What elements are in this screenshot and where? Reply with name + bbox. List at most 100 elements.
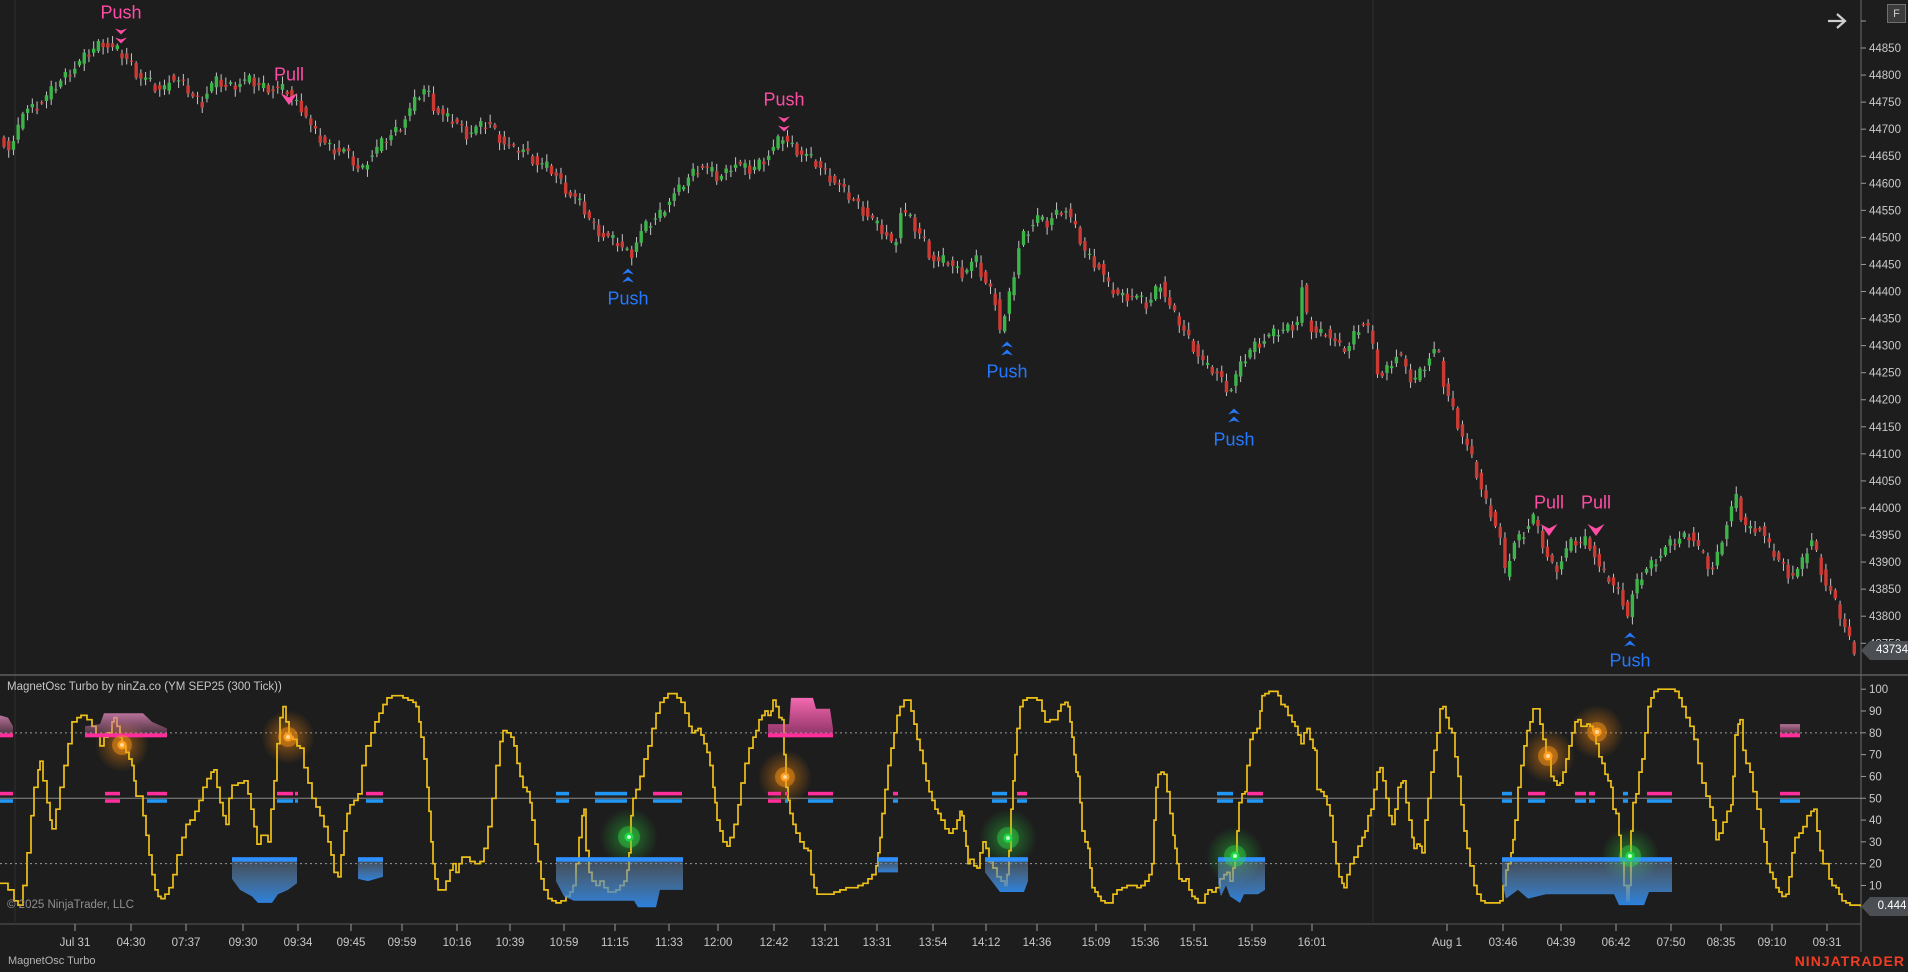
- svg-text:Jul 31: Jul 31: [60, 937, 91, 949]
- svg-text:07:50: 07:50: [1657, 937, 1686, 949]
- svg-text:60: 60: [1869, 771, 1882, 783]
- svg-text:15:36: 15:36: [1131, 937, 1160, 949]
- pull-arrow-icon: [280, 92, 299, 106]
- push-arrow-icon: [1623, 632, 1637, 649]
- price-axis[interactable]: [1861, 0, 1908, 922]
- push-arrow-icon: [621, 268, 635, 285]
- magnetosc-line: [0, 688, 1861, 907]
- pull-arrow-icon: [1587, 523, 1606, 537]
- svg-text:06:42: 06:42: [1602, 937, 1631, 949]
- svg-text:44250: 44250: [1869, 368, 1901, 380]
- svg-text:44750: 44750: [1869, 97, 1901, 109]
- svg-text:04:30: 04:30: [117, 937, 146, 949]
- svg-text:12:00: 12:00: [704, 937, 733, 949]
- copyright-text: © 2025 NinjaTrader, LLC: [7, 899, 134, 911]
- svg-text:70: 70: [1869, 750, 1882, 762]
- time-axis-labels: Jul 31 04:30 07:37 09:30 09:34 09:45 09:59 10:1…: [60, 924, 1841, 949]
- svg-text:04:39: 04:39: [1547, 937, 1576, 949]
- svg-text:44800: 44800: [1869, 70, 1901, 82]
- svg-text:44550: 44550: [1869, 205, 1901, 217]
- svg-text:43800: 43800: [1869, 611, 1901, 623]
- scroll-to-latest-arrow-icon[interactable]: [1827, 12, 1849, 35]
- svg-text:16:01: 16:01: [1298, 937, 1327, 949]
- push-arrow-icon: [1000, 341, 1014, 358]
- push-annotation-label: Push: [763, 89, 805, 110]
- time-axis[interactable]: [0, 922, 1861, 952]
- push-arrow-icon: [1227, 408, 1241, 425]
- svg-text:10:16: 10:16: [443, 937, 472, 949]
- session-break-lines: [14, 0, 1374, 922]
- svg-text:20: 20: [1869, 859, 1882, 871]
- svg-text:100: 100: [1869, 684, 1888, 696]
- svg-text:14:12: 14:12: [972, 937, 1001, 949]
- svg-text:44150: 44150: [1869, 422, 1901, 434]
- svg-text:44600: 44600: [1869, 178, 1901, 190]
- push-annotation-label: Push: [100, 2, 142, 23]
- svg-text:10:59: 10:59: [550, 937, 579, 949]
- svg-text:07:37: 07:37: [172, 937, 201, 949]
- last-price-badge: 43734: [1861, 641, 1908, 660]
- svg-text:43950: 43950: [1869, 530, 1901, 542]
- svg-text:03:46: 03:46: [1489, 937, 1518, 949]
- svg-text:10:39: 10:39: [496, 937, 525, 949]
- signal-dots: [112, 722, 1641, 867]
- push-arrow-icon: [114, 28, 128, 45]
- svg-text:90: 90: [1869, 706, 1882, 718]
- pull-annotation-label: Pull: [1580, 492, 1612, 513]
- svg-text:44400: 44400: [1869, 287, 1901, 299]
- svg-text:40: 40: [1869, 815, 1882, 827]
- overbought-zones: [0, 697, 1800, 738]
- svg-text:09:34: 09:34: [284, 937, 313, 949]
- tab-magnetosc-turbo[interactable]: MagnetOsc Turbo: [8, 955, 96, 967]
- svg-text:12:42: 12:42: [760, 937, 789, 949]
- svg-text:09:45: 09:45: [337, 937, 366, 949]
- svg-text:44000: 44000: [1869, 503, 1901, 515]
- svg-text:13:54: 13:54: [919, 937, 948, 949]
- svg-text:13:31: 13:31: [863, 937, 892, 949]
- svg-text:11:33: 11:33: [655, 937, 683, 949]
- svg-text:08:35: 08:35: [1707, 937, 1736, 949]
- svg-text:10: 10: [1869, 880, 1882, 892]
- svg-text:44850: 44850: [1869, 43, 1901, 55]
- svg-text:44350: 44350: [1869, 314, 1901, 326]
- svg-text:14:36: 14:36: [1023, 937, 1052, 949]
- svg-text:15:59: 15:59: [1238, 937, 1267, 949]
- svg-text:80: 80: [1869, 728, 1882, 740]
- push-annotation-label: Push: [986, 361, 1028, 382]
- svg-text:13:21: 13:21: [811, 937, 840, 949]
- svg-text:09:30: 09:30: [229, 937, 258, 949]
- svg-text:15:09: 15:09: [1082, 937, 1111, 949]
- svg-text:44450: 44450: [1869, 259, 1901, 271]
- svg-text:44100: 44100: [1869, 449, 1901, 461]
- oscillator-axis-labels: 100 90 80 70 60 50 40 30 20 10: [1861, 684, 1888, 892]
- f-tab-button[interactable]: F: [1887, 4, 1906, 23]
- signal-glow-halos: [95, 705, 1659, 885]
- svg-text:44700: 44700: [1869, 124, 1901, 136]
- push-annotation-label: Push: [607, 288, 649, 309]
- svg-text:44650: 44650: [1869, 151, 1901, 163]
- svg-text:09:10: 09:10: [1758, 937, 1787, 949]
- svg-text:50: 50: [1869, 793, 1882, 805]
- pull-arrow-icon: [1540, 523, 1559, 537]
- svg-text:11:15: 11:15: [601, 937, 629, 949]
- pull-annotation-label: Pull: [273, 64, 305, 85]
- svg-text:Aug 1: Aug 1: [1432, 937, 1462, 949]
- svg-text:30: 30: [1869, 837, 1882, 849]
- push-arrow-icon: [777, 116, 791, 133]
- svg-text:44500: 44500: [1869, 232, 1901, 244]
- pull-annotation-label: Pull: [1533, 492, 1565, 513]
- svg-text:44050: 44050: [1869, 476, 1901, 488]
- push-annotation-label: Push: [1213, 429, 1255, 450]
- candlestick-series: [2, 36, 1856, 656]
- push-annotation-label: Push: [1609, 650, 1651, 671]
- price-axis-labels: 44850 44800 44750 44700 44650 44600 44550 44500…: [1861, 20, 1901, 650]
- svg-text:44200: 44200: [1869, 395, 1901, 407]
- ninjatrader-logo: NINJATRADER: [1794, 953, 1905, 969]
- oscillator-title: MagnetOsc Turbo by ninZa.co (YM SEP25 (3…: [7, 681, 282, 693]
- svg-text:44300: 44300: [1869, 341, 1901, 353]
- panel-dividers: [0, 0, 1908, 952]
- oversold-zones: [232, 857, 1672, 908]
- svg-text:43850: 43850: [1869, 584, 1901, 596]
- svg-text:09:59: 09:59: [388, 937, 417, 949]
